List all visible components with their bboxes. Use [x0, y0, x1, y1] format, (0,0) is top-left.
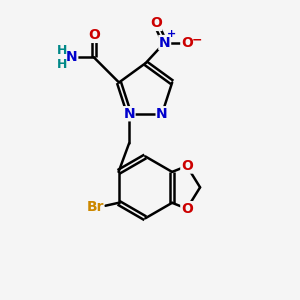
Text: N: N: [156, 107, 168, 121]
Text: O: O: [181, 202, 193, 216]
Text: N: N: [123, 107, 135, 121]
Text: O: O: [150, 16, 162, 30]
Text: O: O: [181, 35, 193, 50]
Text: N: N: [66, 50, 78, 64]
Text: H: H: [56, 58, 67, 71]
Text: O: O: [88, 28, 100, 42]
Text: −: −: [192, 33, 202, 46]
Text: H: H: [56, 44, 67, 57]
Text: +: +: [167, 29, 176, 39]
Text: Br: Br: [86, 200, 104, 214]
Text: O: O: [181, 159, 193, 173]
Text: N: N: [159, 35, 170, 50]
